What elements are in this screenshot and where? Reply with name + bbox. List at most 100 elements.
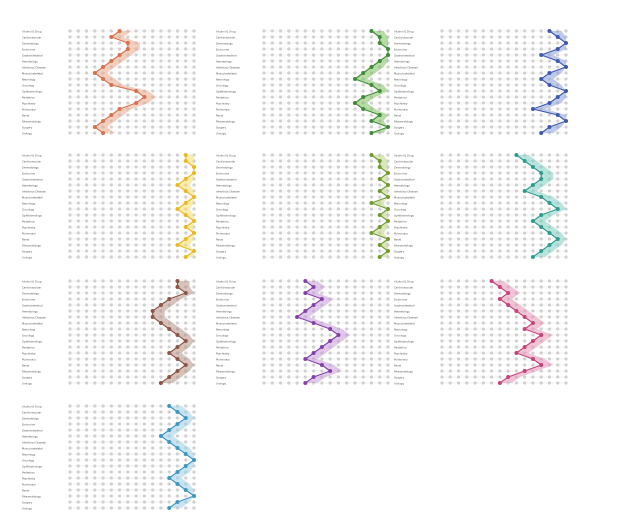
grid-dot — [336, 363, 340, 367]
grid-dot — [68, 476, 72, 480]
grid-dot — [68, 177, 72, 181]
grid-dot — [312, 189, 316, 193]
grid-dot — [353, 351, 357, 355]
grid-dot — [440, 83, 444, 87]
grid-dot — [184, 440, 188, 444]
grid-dot — [93, 89, 97, 93]
grid-dot — [84, 213, 89, 217]
grid-dot — [76, 243, 80, 247]
grid-dot — [378, 95, 382, 99]
grid-dot — [192, 107, 196, 111]
grid-dot — [192, 375, 196, 379]
grid-dot — [336, 345, 340, 349]
grid-dot — [184, 195, 188, 199]
grid-dot — [386, 95, 390, 99]
grid-dot — [523, 231, 527, 235]
grid-dot — [386, 375, 390, 379]
grid-dot — [465, 369, 469, 373]
data-point — [192, 458, 196, 462]
grid-dot — [556, 333, 560, 337]
grid-dot — [556, 219, 560, 223]
grid-dot — [151, 165, 155, 169]
grid-dot — [184, 89, 188, 93]
grid-dot — [353, 375, 357, 379]
grid-dot — [142, 41, 146, 45]
grid-dot — [109, 243, 113, 247]
data-point — [192, 165, 196, 169]
grid-dot — [320, 219, 324, 223]
grid-dot — [142, 363, 146, 367]
grid-dot — [184, 65, 188, 69]
grid-dot — [490, 297, 494, 301]
grid-dot — [184, 125, 188, 129]
grid-dot — [523, 35, 527, 39]
grid-dot — [101, 285, 105, 289]
grid-dot — [481, 321, 485, 325]
grid-dot — [345, 101, 349, 105]
grid-dot — [262, 59, 266, 63]
grid-dot — [126, 119, 130, 123]
grid-dot — [262, 77, 266, 81]
series-band — [532, 31, 566, 133]
grid-dot — [523, 77, 527, 81]
grid-dot — [118, 482, 122, 486]
grid-dot — [278, 339, 283, 343]
grid-dot — [118, 219, 122, 223]
grid-dot — [159, 53, 163, 57]
data-point — [564, 119, 568, 123]
data-point — [514, 153, 519, 157]
grid-dot — [151, 237, 155, 241]
grid-dot — [547, 207, 552, 211]
grid-dot — [378, 345, 382, 349]
grid-dot — [440, 213, 444, 217]
grid-dot — [118, 339, 122, 343]
grid-dot — [473, 303, 477, 307]
data-point — [564, 65, 568, 69]
grid-dot — [151, 404, 155, 408]
grid-dot — [523, 255, 527, 259]
grid-dot — [270, 183, 274, 187]
grid-dot — [303, 369, 307, 373]
data-point — [167, 375, 172, 379]
data-point — [303, 309, 308, 313]
grid-dot — [328, 183, 332, 187]
grid-dot — [175, 315, 180, 319]
grid-dot — [109, 291, 113, 295]
row-label: Endocrine — [216, 297, 229, 301]
row-label: Psychiatry — [216, 101, 230, 105]
grid-dot — [353, 279, 357, 283]
grid-dot — [175, 165, 180, 169]
grid-dot — [448, 243, 452, 247]
grid-dot — [151, 506, 155, 510]
grid-dot — [556, 291, 560, 295]
grid-dot — [68, 125, 72, 129]
grid-dot — [303, 65, 307, 69]
grid-dot — [531, 375, 535, 379]
grid-dot — [295, 291, 299, 295]
grid-dot — [184, 381, 188, 385]
grid-dot — [490, 285, 494, 289]
grid-dot — [184, 113, 188, 117]
grid-dot — [440, 339, 444, 343]
grid-dot — [361, 279, 365, 283]
grid-dot — [93, 488, 97, 492]
grid-dot — [361, 297, 365, 301]
series-line — [491, 280, 543, 384]
grid-dot — [192, 113, 196, 117]
grid-dot — [109, 171, 113, 175]
grid-dot — [109, 410, 113, 414]
grid-dot — [76, 369, 80, 373]
grid-dot — [456, 237, 461, 241]
grid-dot — [539, 89, 543, 93]
grid-dot — [498, 95, 502, 99]
data-point — [158, 434, 163, 438]
data-point — [183, 153, 188, 157]
grid-dot — [175, 53, 180, 57]
grid-dot — [465, 189, 469, 193]
grid-dot — [481, 153, 485, 157]
row-label: Gastrointestinal — [22, 177, 43, 181]
grid-dot — [320, 201, 324, 205]
grid-dot — [118, 153, 122, 157]
grid-dot — [448, 107, 452, 111]
grid-dot — [134, 153, 138, 157]
